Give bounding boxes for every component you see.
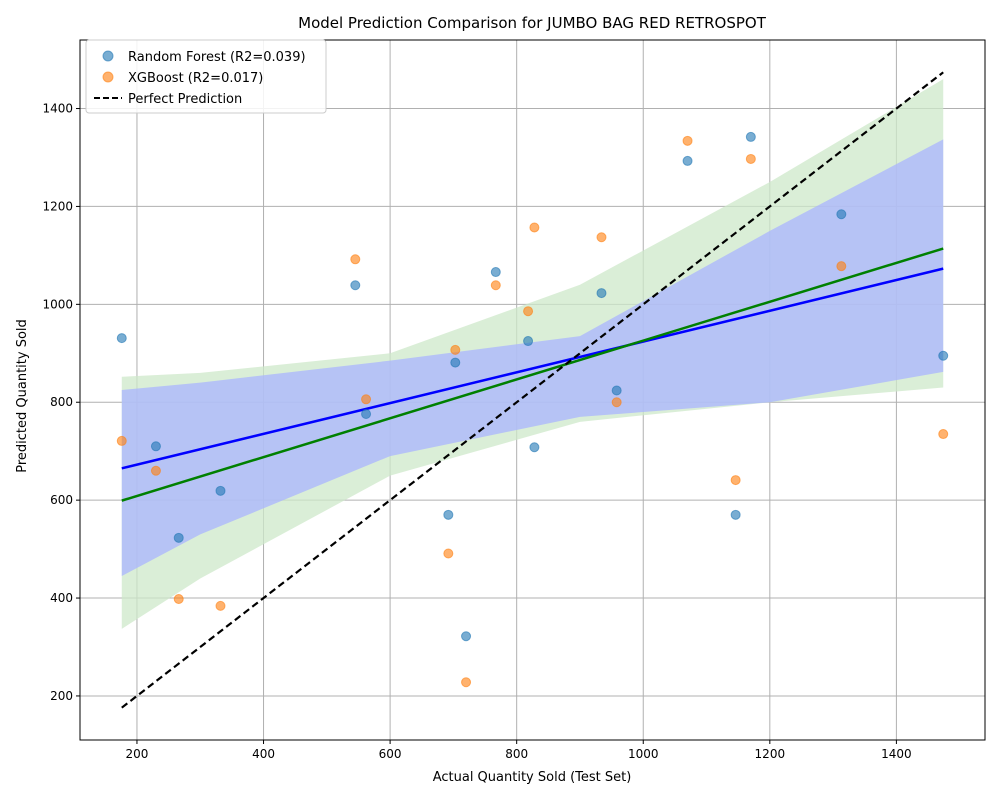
random-forest-point [730, 509, 741, 520]
x-tick-label: 400 [252, 747, 275, 761]
xgboost-point [938, 429, 949, 440]
xgboost-fit-line [121, 247, 944, 502]
random-forest-point [215, 485, 226, 496]
y-tick-label: 200 [50, 689, 73, 703]
plot-area [79, 39, 986, 741]
random-forest-point [450, 357, 461, 368]
xgboost-point [611, 397, 622, 408]
perfect-prediction-reference-line [121, 71, 944, 709]
legend-marker-random-forest [102, 50, 114, 62]
xgboost-point [836, 261, 847, 272]
y-tick-label: 1000 [42, 297, 73, 311]
xgboost-point [443, 548, 454, 559]
random-forest-point [350, 280, 361, 291]
random-forest-point [361, 408, 372, 419]
y-axis-ticks: 200 400 600 800 1000 1200 1400 [42, 102, 80, 703]
x-tick-label: 200 [126, 747, 149, 761]
random-forest-point [523, 336, 534, 347]
xgboost-point [215, 600, 226, 611]
random-forest-point [745, 131, 756, 142]
xgboost-point [150, 465, 161, 476]
xgboost-point [596, 232, 607, 243]
random-forest-point [150, 441, 161, 452]
x-axis-ticks: 200 400 600 800 1000 1200 1400 [126, 740, 912, 761]
perfect-prediction-line [121, 71, 944, 709]
legend: Random Forest (R2=0.039) XGBoost (R2=0.0… [85, 39, 327, 114]
xgboost-point [350, 254, 361, 265]
random-forest-point [461, 631, 472, 642]
random-forest-point [173, 532, 184, 543]
x-tick-label: 1200 [755, 747, 786, 761]
xgboost-point [461, 677, 472, 688]
xgboost-point [730, 475, 741, 486]
y-tick-label: 800 [50, 395, 73, 409]
confidence-bands [121, 79, 944, 629]
random-forest-point [596, 288, 607, 299]
y-tick-label: 400 [50, 591, 73, 605]
xgboost-point [361, 394, 372, 405]
xgboost-point [745, 153, 756, 164]
xgboost-point [173, 594, 184, 605]
chart-title: Model Prediction Comparison for JUMBO BA… [298, 14, 767, 32]
random-forest-point [443, 509, 454, 520]
xgboost-point [116, 435, 127, 446]
x-tick-label: 1000 [628, 747, 659, 761]
y-tick-label: 1400 [42, 102, 73, 116]
random-forest-point [529, 442, 540, 453]
legend-label-random-forest: Random Forest (R2=0.039) [128, 50, 306, 65]
scatter-points [116, 131, 949, 688]
legend-box [85, 39, 327, 114]
xgboost-point [682, 135, 693, 146]
random-forest-point [490, 267, 501, 278]
y-axis-label: Predicted Quantity Sold [15, 319, 30, 473]
random-forest-point [836, 209, 847, 220]
fit-lines [121, 247, 944, 502]
x-tick-label: 800 [505, 747, 528, 761]
random-forest-point [938, 350, 949, 361]
random-forest-fit-line [121, 267, 944, 470]
y-tick-label: 600 [50, 493, 73, 507]
random-forest-confidence-band [121, 139, 944, 577]
random-forest-point [116, 333, 127, 344]
xgboost-point [523, 306, 534, 317]
xgboost-point [450, 344, 461, 355]
y-tick-label: 1200 [42, 199, 73, 213]
legend-label-perfect-prediction: Perfect Prediction [128, 92, 242, 107]
x-tick-label: 1400 [881, 747, 912, 761]
legend-label-xgboost: XGBoost (R2=0.017) [128, 71, 263, 86]
xgboost-point [529, 222, 540, 233]
legend-marker-xgboost [102, 71, 114, 83]
random-forest-point [682, 155, 693, 166]
xgboost-point [490, 280, 501, 291]
plot-frame [79, 39, 986, 741]
x-axis-label: Actual Quantity Sold (Test Set) [433, 770, 632, 785]
random-forest-point [611, 385, 622, 396]
x-tick-label: 600 [379, 747, 402, 761]
